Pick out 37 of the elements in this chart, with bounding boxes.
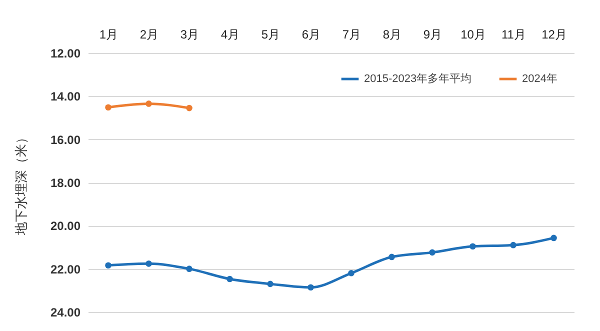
point [226,276,233,282]
point [348,270,354,276]
point [105,262,112,269]
y-tick-label: 22.00 [50,262,81,276]
x-tick-label: 9月 [423,28,442,42]
point [388,254,395,260]
point [470,243,476,250]
legend-label: 2024年 [522,73,558,85]
x-tick-label: 4月 [220,28,240,42]
x-tick-label: 6月 [302,28,321,42]
point [308,284,314,291]
legend-label: 2015-2023年多年平均 [364,73,472,85]
point [105,104,112,111]
x-tick-label: 3月 [180,28,200,42]
x-tick-label: 8月 [382,28,402,42]
y-tick-label: 18.00 [50,176,81,190]
x-tick-label: 7月 [342,28,362,42]
x-tick-label: 11月 [502,28,526,42]
y-tick-label: 20.00 [50,219,81,234]
point [146,260,152,267]
point [429,249,436,256]
x-tick-label: 1月 [99,28,118,42]
point [146,100,152,107]
x-tick-label: 5月 [261,28,280,42]
point [550,234,557,242]
y-tick-label: 14.00 [50,90,81,104]
point [267,280,274,288]
point [186,104,192,112]
x-tick-label: 10月 [460,28,486,42]
y-tick-label: 16.00 [50,132,81,147]
y-axis-title: 地下水埋深（米） [13,131,28,236]
point [186,266,192,272]
y-tick-label: 24.00 [50,306,81,320]
point [510,242,516,248]
y-tick-label: 12.00 [50,46,81,60]
x-tick-label: 2月 [140,28,159,42]
x-tick-label: 12月 [542,28,567,42]
